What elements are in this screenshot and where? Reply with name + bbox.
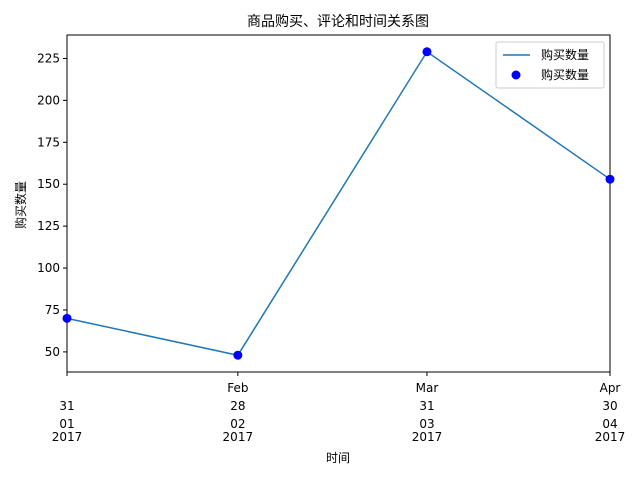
plot-area [66,34,611,373]
x-tick-label: 2017 [223,430,254,444]
y-axis: 50 75 100 125 150 175 200 225 [37,51,67,359]
y-axis-label: 购买数量 [13,181,28,229]
legend-marker-swatch [511,70,521,80]
x-tick-label: Apr [600,381,621,395]
x-tick-label: 2017 [595,430,626,444]
y-tick-label: 125 [37,219,60,233]
x-tick-label: 2017 [412,430,443,444]
y-tick-label: 100 [37,261,60,275]
x-tick-label: Mar [416,381,439,395]
y-tick-label: 75 [45,303,60,317]
x-tick-label: 2017 [52,430,83,444]
x-tick-label: Feb [227,381,248,395]
y-tick-label: 175 [37,135,60,149]
x-tick-label: 01 [59,417,74,431]
data-point [62,313,72,323]
data-point [422,47,432,57]
y-tick-label: 150 [37,177,60,191]
series-layer [62,47,615,360]
y-tick-label: 225 [37,51,60,65]
data-point [605,174,615,184]
series-line [66,50,611,357]
y-tick-label: 200 [37,93,60,107]
chart-title: 商品购买、评论和时间关系图 [247,14,429,30]
legend-label: 购买数量 [541,47,589,62]
x-tick-label: 04 [602,417,617,431]
plot-frame [66,34,611,373]
legend-box [495,41,605,89]
x-axis-label: 时间 [326,451,350,465]
data-point [233,350,243,360]
x-tick-label: 30 [602,399,617,413]
x-tick-label: 03 [419,417,434,431]
x-axis: 31012017Feb28022017Mar31032017Apr3004201… [52,372,626,444]
x-tick-label: 02 [230,417,245,431]
legend-label: 购买数量 [541,67,589,82]
x-tick-label: 31 [419,399,434,413]
y-tick-label: 50 [45,345,60,359]
x-tick-label: 31 [59,399,74,413]
x-tick-label: 28 [230,399,245,413]
